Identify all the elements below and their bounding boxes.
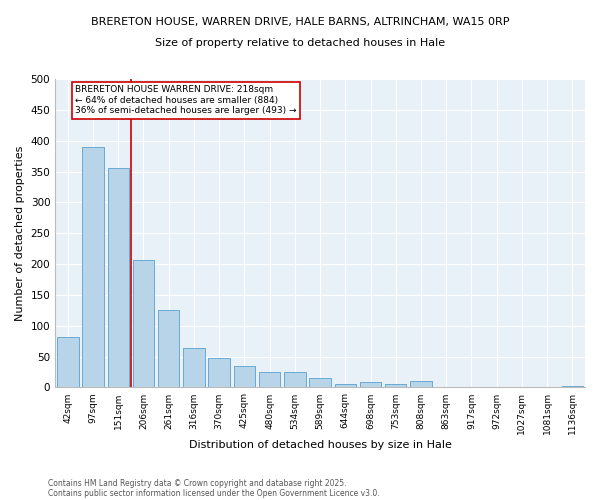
Bar <box>57 337 79 388</box>
Text: BRERETON HOUSE, WARREN DRIVE, HALE BARNS, ALTRINCHAM, WA15 0RP: BRERETON HOUSE, WARREN DRIVE, HALE BARNS… <box>91 18 509 28</box>
Bar <box>410 382 432 388</box>
Bar <box>562 386 583 388</box>
Text: BRERETON HOUSE WARREN DRIVE: 218sqm
← 64% of detached houses are smaller (884)
3: BRERETON HOUSE WARREN DRIVE: 218sqm ← 64… <box>76 85 297 115</box>
X-axis label: Distribution of detached houses by size in Hale: Distribution of detached houses by size … <box>188 440 452 450</box>
Bar <box>82 147 104 388</box>
Text: Size of property relative to detached houses in Hale: Size of property relative to detached ho… <box>155 38 445 48</box>
Text: Contains HM Land Registry data © Crown copyright and database right 2025.: Contains HM Land Registry data © Crown c… <box>48 478 347 488</box>
Bar <box>133 260 154 388</box>
Bar <box>385 384 406 388</box>
Bar <box>436 387 457 388</box>
Bar <box>233 366 255 388</box>
Bar <box>310 378 331 388</box>
Bar <box>208 358 230 388</box>
Bar <box>183 348 205 388</box>
Y-axis label: Number of detached properties: Number of detached properties <box>15 146 25 321</box>
Bar <box>284 372 305 388</box>
Text: Contains public sector information licensed under the Open Government Licence v3: Contains public sector information licen… <box>48 488 380 498</box>
Bar <box>259 372 280 388</box>
Bar <box>158 310 179 388</box>
Bar <box>360 382 381 388</box>
Bar <box>107 168 129 388</box>
Bar <box>335 384 356 388</box>
